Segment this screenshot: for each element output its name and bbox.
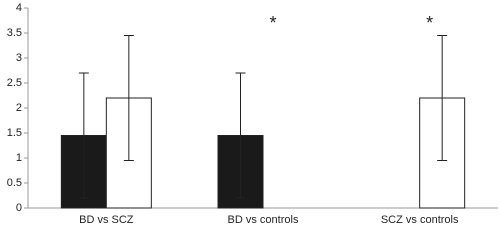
- y-tick-label: 1: [16, 152, 22, 164]
- chart: 0 0.5 1 1.5 2 2.5 3 3.5 4 BD vs SCZ BD vs controls…: [7, 2, 498, 226]
- y-tick-label: 2.5: [7, 77, 22, 89]
- y-tick-label: 3: [16, 52, 22, 64]
- y-tick-label: 0: [16, 202, 22, 214]
- annotation: *: [269, 13, 276, 33]
- x-tick-label: BD vs controls: [228, 214, 299, 226]
- error-bar: [123, 35, 134, 161]
- y-tick-label: 0.5: [7, 177, 22, 189]
- y-tick-label: 1.5: [7, 127, 22, 139]
- error-bar: [235, 72, 246, 199]
- y-tick-label: 3.5: [7, 27, 22, 39]
- y-tick-label: 4: [16, 2, 22, 14]
- error-bar: [437, 35, 448, 161]
- x-tick-label: SCZ vs controls: [381, 214, 459, 226]
- annotation: *: [426, 13, 433, 33]
- error-bar: [78, 72, 89, 199]
- y-tick-label: 2: [16, 102, 22, 114]
- x-tick-label: BD vs SCZ: [79, 214, 134, 226]
